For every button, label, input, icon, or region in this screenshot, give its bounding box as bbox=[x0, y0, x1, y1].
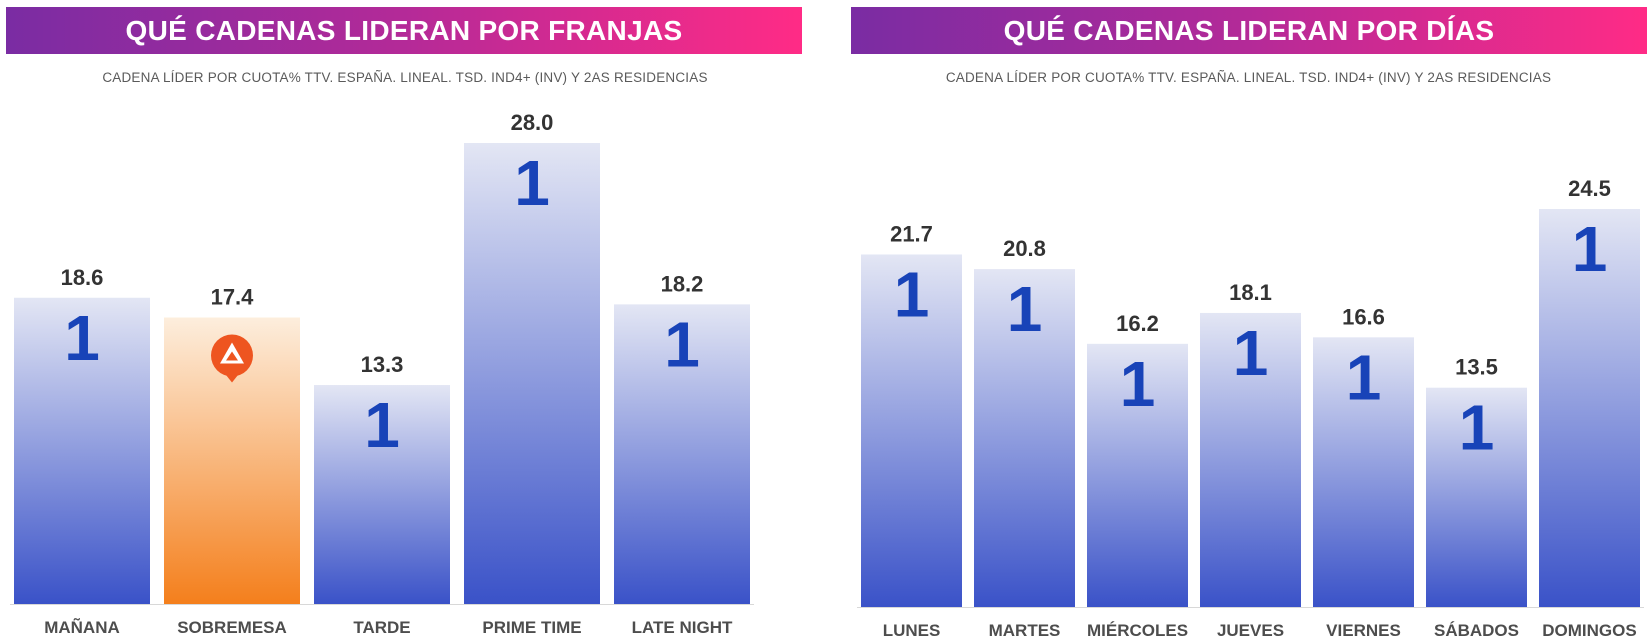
data-label: 16.6 bbox=[1342, 304, 1385, 329]
chart-subtitle: CADENA LÍDER POR CUOTA% TTV. ESPAÑA. LIN… bbox=[945, 70, 1552, 85]
category-tick-label: PRIME TIME bbox=[482, 618, 581, 637]
category-tick-label: SÁBADOS bbox=[1434, 621, 1519, 640]
bar bbox=[1539, 209, 1640, 607]
bar-chart-dias: 21.7 LUNES 1 20.8 MARTES 1 16.2 MIÉRCOLES 1 18.1 J… bbox=[857, 176, 1644, 640]
data-label: 24.5 bbox=[1568, 176, 1611, 201]
data-label: 18.1 bbox=[1229, 280, 1272, 305]
category-tick-label: MAÑANA bbox=[44, 617, 120, 637]
chart-title: QUÉ CADENAS LIDERAN POR DÍAS bbox=[851, 7, 1647, 54]
category-tick-label: MIÉRCOLES bbox=[1087, 621, 1188, 640]
data-label: 18.6 bbox=[61, 265, 104, 290]
data-label: 21.7 bbox=[890, 221, 933, 246]
data-label: 16.2 bbox=[1116, 311, 1159, 336]
category-tick-label: SOBREMESA bbox=[177, 618, 287, 637]
bar bbox=[1426, 387, 1527, 607]
bar bbox=[1200, 312, 1301, 607]
bar bbox=[861, 254, 962, 607]
data-label: 20.8 bbox=[1003, 236, 1046, 261]
data-label: 28.0 bbox=[511, 110, 554, 135]
la1-logo-icon: 1 bbox=[1459, 392, 1495, 464]
bar bbox=[464, 143, 600, 604]
chart-subtitle: CADENA LÍDER POR CUOTA% TTV. ESPAÑA. LIN… bbox=[102, 70, 708, 85]
bar bbox=[974, 269, 1075, 607]
antena3-logo-icon bbox=[211, 334, 253, 383]
category-tick-label: JUEVES bbox=[1217, 621, 1284, 640]
category-tick-label: VIERNES bbox=[1326, 621, 1401, 640]
category-tick-label: LUNES bbox=[883, 621, 941, 640]
chart-panel-franjas: QUÉ CADENAS LIDERAN POR FRANJAS CADENA L… bbox=[0, 0, 810, 641]
category-tick-label: TARDE bbox=[353, 618, 410, 637]
la1-logo-icon: 1 bbox=[664, 308, 700, 380]
category-tick-label: LATE NIGHT bbox=[632, 618, 733, 637]
category-tick-label: MARTES bbox=[989, 621, 1061, 640]
bar-chart-franjas: 18.6 MAÑANA 1 17.4 SOBREMESA 13.3 TARDE 1 28.0 PR… bbox=[10, 110, 754, 637]
bar bbox=[614, 304, 750, 604]
bar bbox=[314, 385, 450, 604]
data-label: 18.2 bbox=[661, 271, 704, 296]
bar bbox=[1313, 337, 1414, 607]
chart-title: QUÉ CADENAS LIDERAN POR FRANJAS bbox=[6, 7, 802, 54]
la1-logo-icon: 1 bbox=[64, 302, 100, 374]
la1-logo-icon: 1 bbox=[364, 389, 400, 461]
la1-logo-icon: 1 bbox=[514, 147, 550, 219]
la1-logo-icon: 1 bbox=[894, 258, 930, 330]
category-tick-label: DOMINGOS bbox=[1542, 621, 1636, 640]
data-label: 13.5 bbox=[1455, 355, 1498, 380]
la1-logo-icon: 1 bbox=[1572, 213, 1608, 285]
chart-panel-dias: QUÉ CADENAS LIDERAN POR DÍAS CADENA LÍDE… bbox=[845, 0, 1652, 641]
data-label: 13.3 bbox=[361, 352, 404, 377]
la1-logo-icon: 1 bbox=[1346, 341, 1382, 413]
la1-logo-icon: 1 bbox=[1233, 317, 1269, 389]
la1-logo-icon: 1 bbox=[1120, 348, 1156, 420]
bar bbox=[14, 297, 150, 604]
la1-logo-icon: 1 bbox=[1007, 273, 1043, 345]
data-label: 17.4 bbox=[211, 285, 255, 310]
bar bbox=[1087, 343, 1188, 607]
